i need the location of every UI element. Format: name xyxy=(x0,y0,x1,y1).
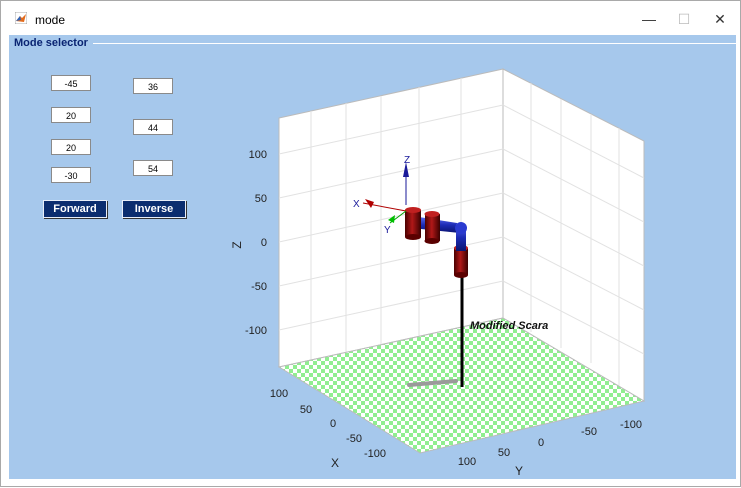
z-tick-100: 100 xyxy=(249,149,267,161)
robot-annotation: Modified Scara xyxy=(470,320,548,332)
joint-cylinder-1 xyxy=(405,207,421,240)
coordinate-frame: Z X Y xyxy=(353,155,410,236)
title-bar: mode — ☐ ✕ xyxy=(1,1,740,33)
inverse-button[interactable]: Inverse xyxy=(122,200,186,218)
wall-grid xyxy=(278,78,645,386)
z-tick-0: 0 xyxy=(261,237,267,249)
panel-title: Mode selector xyxy=(14,37,91,49)
y-tick-0: 0 xyxy=(538,437,544,449)
y-tick-neg100: -100 xyxy=(620,419,642,431)
y-axis-label: Y xyxy=(515,464,523,478)
x-axis-ticks: 100 50 0 -50 -100 xyxy=(270,388,386,460)
frame-label-z: Z xyxy=(404,155,410,166)
x-tick-0: 0 xyxy=(330,418,336,430)
x-tick-neg50: -50 xyxy=(346,433,362,445)
x-tick-100: 100 xyxy=(270,388,288,400)
maximize-button[interactable]: ☐ xyxy=(677,11,691,27)
position-input-z[interactable]: 54 xyxy=(133,160,173,176)
position-input-y[interactable]: 44 xyxy=(133,119,173,135)
minimize-button[interactable]: — xyxy=(642,11,656,27)
close-button[interactable]: ✕ xyxy=(714,11,726,27)
y-tick-100: 100 xyxy=(458,456,476,468)
matlab-icon xyxy=(15,12,27,24)
joint-input-4[interactable]: -30 xyxy=(51,167,91,183)
z-tick-50: 50 xyxy=(255,193,267,205)
forward-button[interactable]: Forward xyxy=(43,200,107,218)
joint-cylinder-2 xyxy=(424,211,440,244)
z-axis-label: Z xyxy=(230,241,244,248)
y-tick-50: 50 xyxy=(498,447,510,459)
y-tick-neg50: -50 xyxy=(581,426,597,438)
z-axis-ticks: 100 50 0 -50 -100 xyxy=(245,149,267,337)
x-axis-label: X xyxy=(331,456,339,470)
joint-input-2[interactable]: 20 xyxy=(51,107,91,123)
x-tick-50: 50 xyxy=(300,404,312,416)
base-shadow xyxy=(407,379,458,387)
joint-input-1[interactable]: -45 xyxy=(51,75,91,91)
frame-label-x: X xyxy=(353,199,360,210)
z-tick-neg100: -100 xyxy=(245,325,267,337)
position-input-x[interactable]: 36 xyxy=(133,78,173,94)
window-title: mode xyxy=(35,13,66,27)
y-axis-ticks: 100 50 0 -50 -100 xyxy=(458,419,642,468)
frame-label-y: Y xyxy=(384,225,391,236)
z-tick-neg50: -50 xyxy=(251,281,267,293)
x-tick-neg100: -100 xyxy=(364,448,386,460)
joint-input-3[interactable]: 20 xyxy=(51,139,91,155)
panel-border xyxy=(93,43,736,44)
